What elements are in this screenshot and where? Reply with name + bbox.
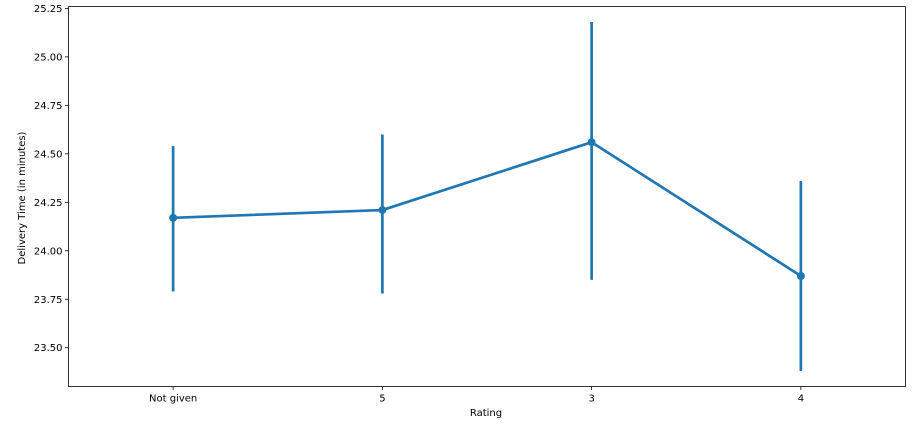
x-tick-label: 4: [798, 394, 804, 405]
y-tick-label: 25.25: [34, 4, 63, 15]
y-tick-label: 24.00: [34, 246, 63, 257]
y-tick-label: 23.50: [34, 343, 63, 354]
y-axis: 23.50 23.75 24.00 24.25 24.50 24.75 25.00 25.25: [34, 4, 69, 354]
data-point: [587, 138, 596, 147]
x-tick-label: 5: [379, 394, 385, 405]
y-tick-label: 24.50: [34, 149, 63, 160]
data-point: [378, 206, 387, 215]
series-line: [173, 140, 802, 278]
x-axis: Not given 5 3 4: [149, 386, 804, 405]
y-tick-label: 24.75: [34, 101, 63, 112]
data-point: [796, 271, 805, 280]
plot-frame: [68, 6, 906, 387]
y-tick-label: 23.75: [34, 295, 63, 306]
error-bars: [171, 22, 803, 371]
x-tick-label: 3: [588, 394, 594, 405]
y-axis-label: Delivery Time (in minutes): [17, 131, 28, 264]
y-tick-label: 24.25: [34, 198, 63, 209]
y-tick-label: 25.00: [34, 52, 63, 63]
x-tick-label: Not given: [149, 394, 197, 405]
series-line-group: [169, 138, 805, 280]
data-point: [169, 213, 178, 222]
x-axis-label: Rating: [470, 408, 502, 419]
